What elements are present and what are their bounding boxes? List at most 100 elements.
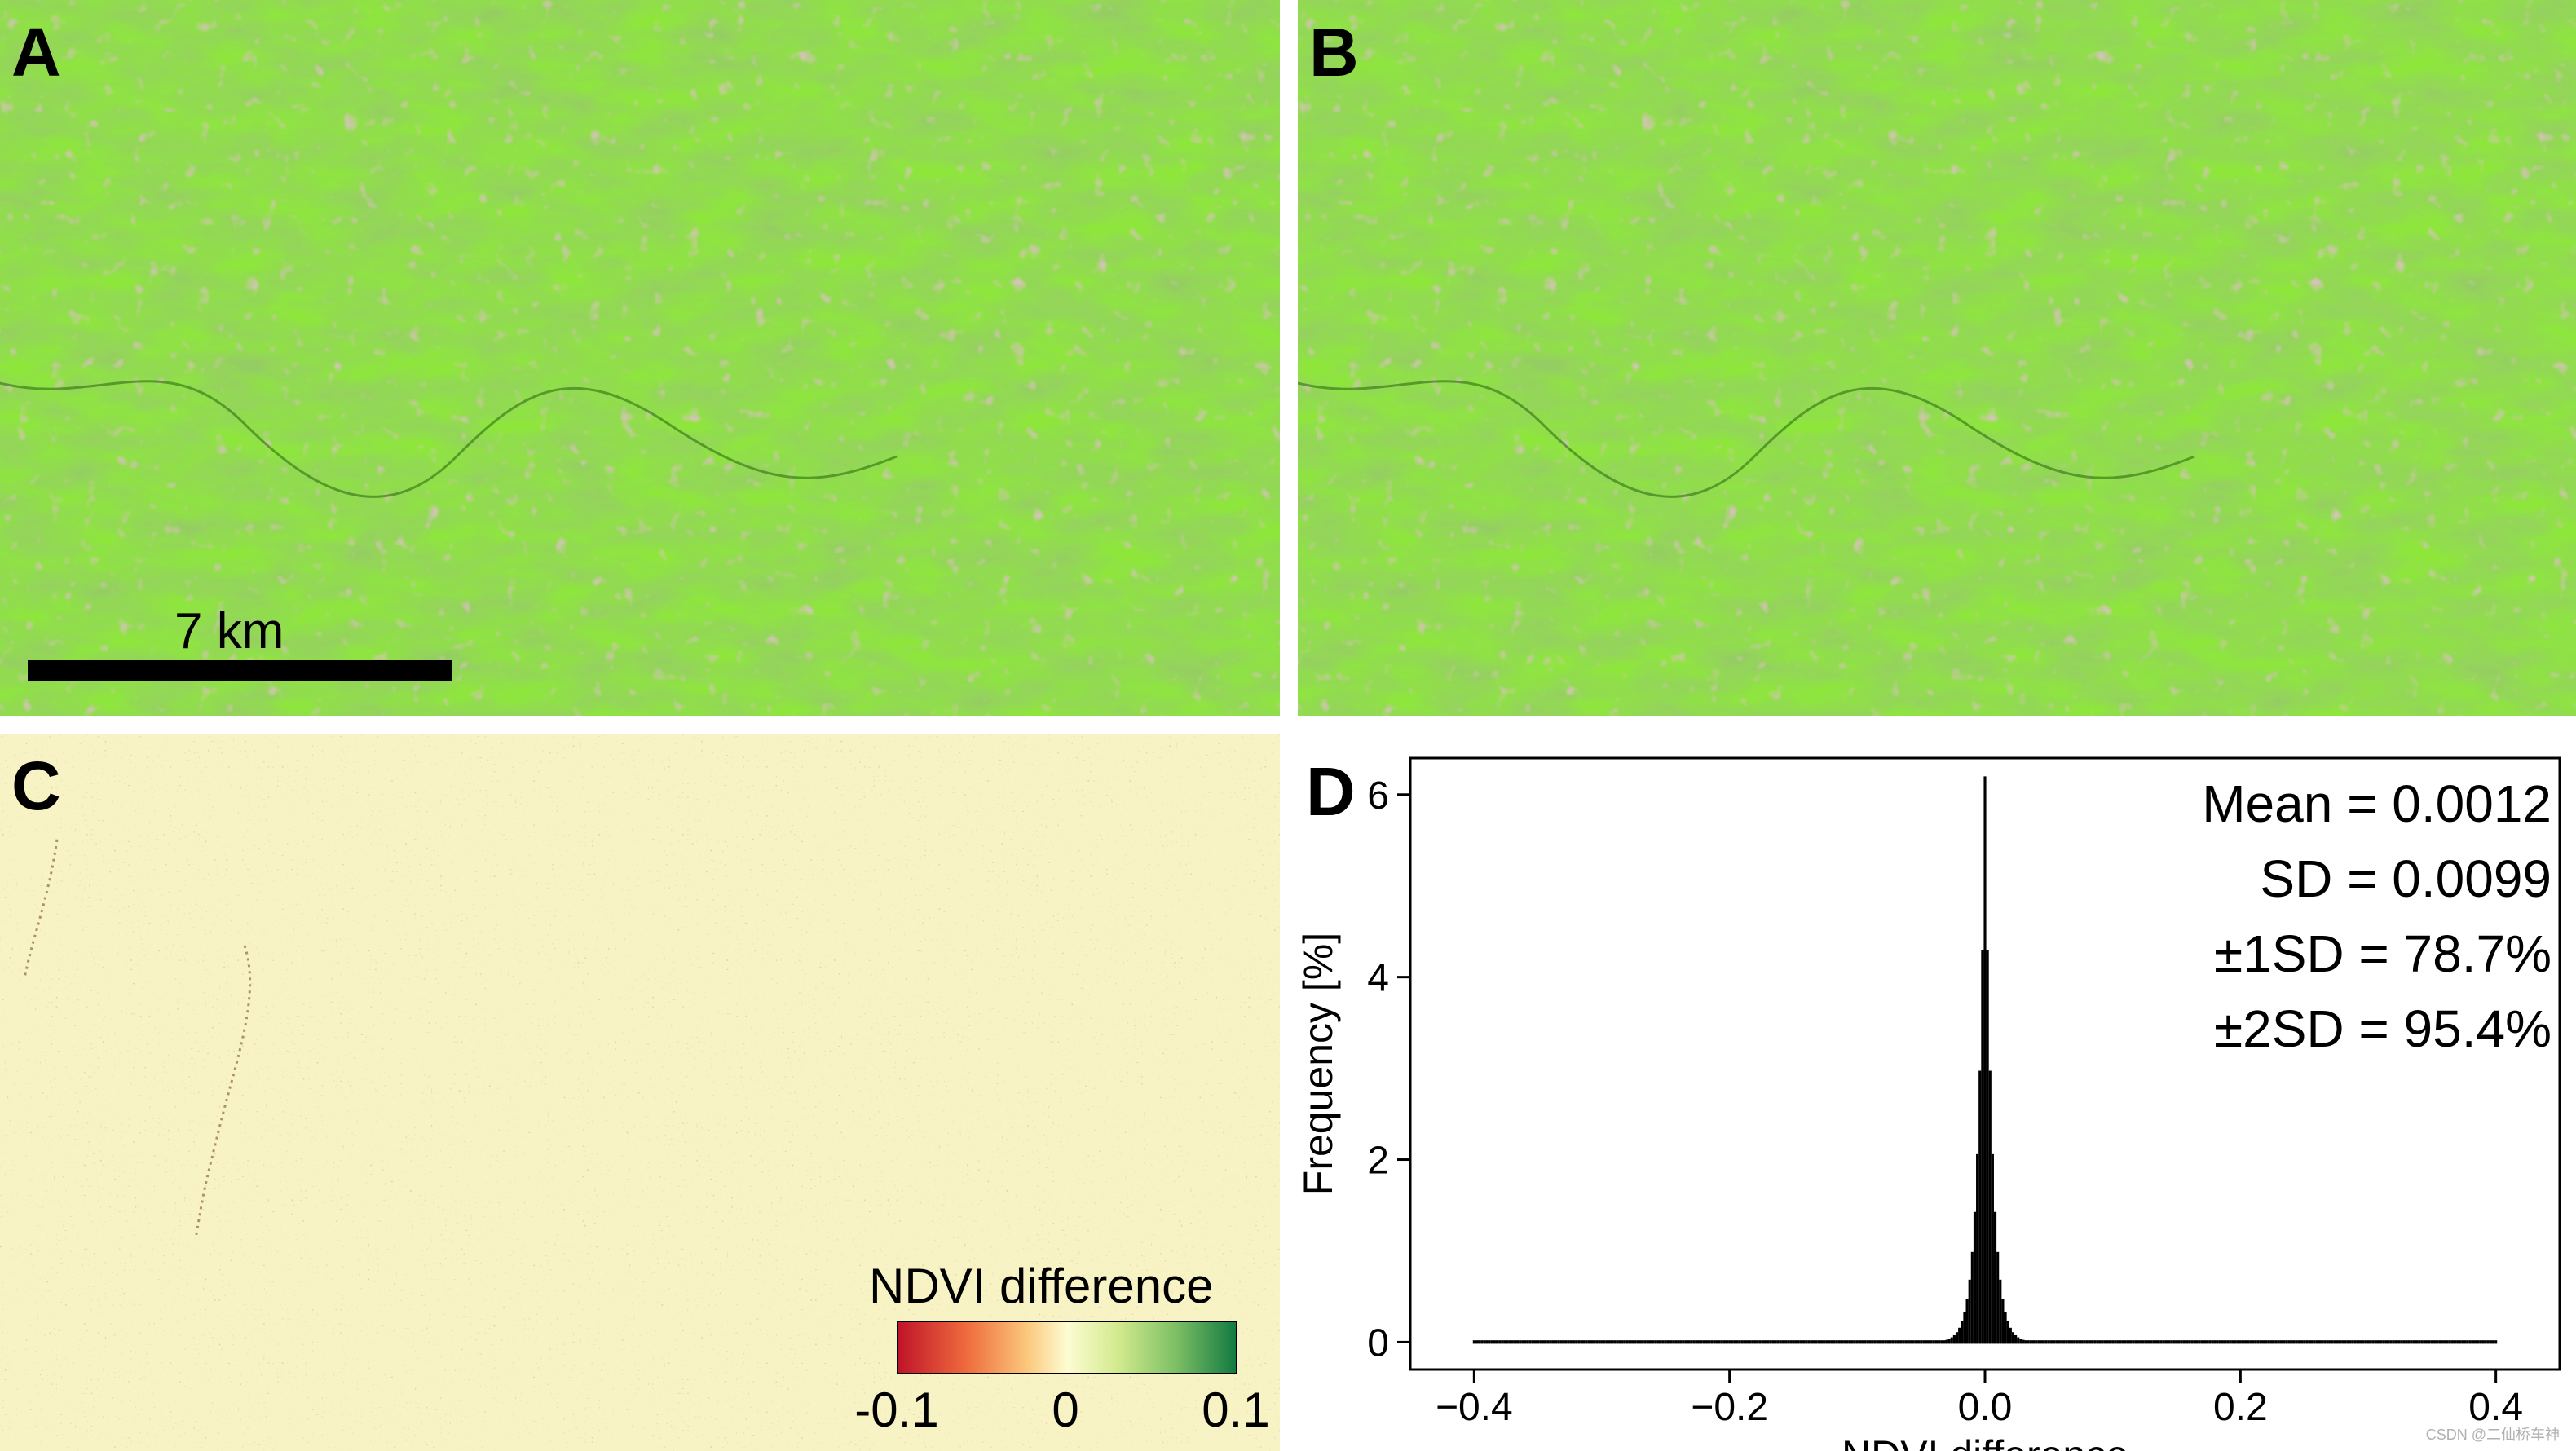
histogram-bar <box>1672 1340 1675 1344</box>
histogram-bar <box>1577 1340 1581 1344</box>
histogram-bar <box>1682 1340 1685 1344</box>
histogram-bar <box>2464 1340 2467 1344</box>
histogram-bar <box>2433 1340 2437 1344</box>
histogram-bar <box>2254 1340 2257 1344</box>
histogram-bar <box>1511 1340 1514 1344</box>
histogram-bar <box>2024 1340 2027 1344</box>
histogram-bar <box>1771 1340 1775 1344</box>
histogram-bar <box>2188 1340 2191 1344</box>
histogram-bar <box>2402 1340 2406 1344</box>
histogram-bar <box>2420 1340 2424 1344</box>
histogram-bar <box>1700 1340 1703 1344</box>
histogram-bar <box>1641 1340 1644 1344</box>
histogram-bar <box>1542 1340 1545 1344</box>
histogram-bar <box>1555 1340 1558 1344</box>
histogram-bar <box>2364 1340 2367 1344</box>
colorbar-tick-min: -0.1 <box>854 1383 939 1437</box>
histogram-bar <box>2093 1340 2097 1344</box>
histogram-bar <box>2168 1340 2171 1344</box>
histogram-bar <box>2164 1340 2168 1344</box>
panel-label-c: C <box>11 748 61 824</box>
histogram-bar <box>1902 1340 1905 1344</box>
histogram-bar <box>1736 1340 1739 1344</box>
histogram-bar <box>1475 1340 1479 1344</box>
histogram-bar <box>1950 1337 1953 1344</box>
histogram-bar <box>1889 1340 1892 1344</box>
histogram-bar <box>1810 1340 1813 1344</box>
histogram-bar <box>2078 1340 2081 1344</box>
histogram-bar <box>1679 1340 1683 1344</box>
histogram-bar <box>2477 1340 2480 1344</box>
histogram-bar <box>2037 1340 2040 1344</box>
histogram-bar <box>1546 1340 1550 1344</box>
histogram-bar <box>1799 1340 1802 1344</box>
histogram-bar <box>1493 1340 1496 1344</box>
histogram-bar <box>2106 1340 2109 1344</box>
histogram-bar <box>2321 1340 2324 1344</box>
histogram-bar <box>2208 1340 2212 1344</box>
histogram-bar <box>1524 1340 1527 1344</box>
histogram-bar <box>1593 1340 1596 1344</box>
histogram-bar <box>2211 1340 2214 1344</box>
histogram-bar <box>1585 1340 1588 1344</box>
histogram-bar <box>2042 1340 2045 1344</box>
stats-line: Mean = 0.0012 <box>2202 774 2552 833</box>
histogram-bar <box>2277 1340 2280 1344</box>
histogram-bar <box>1718 1340 1721 1344</box>
histogram-bar <box>2111 1340 2115 1344</box>
histogram-bar <box>2491 1340 2495 1344</box>
x-axis-label: NDVI difference <box>1842 1432 2128 1451</box>
histogram-bar <box>1623 1340 1626 1344</box>
histogram-bar <box>2366 1340 2370 1344</box>
histogram-bar <box>1776 1340 1780 1344</box>
histogram-bar <box>2170 1340 2173 1344</box>
histogram-bar <box>2203 1340 2207 1344</box>
histogram-bar <box>1763 1340 1767 1344</box>
histogram-bar <box>1646 1340 1649 1344</box>
histogram-bar <box>1590 1340 1594 1344</box>
histogram-bar <box>1965 1299 1969 1344</box>
histogram-bar <box>1961 1321 1964 1344</box>
histogram-bar <box>2206 1340 2209 1344</box>
histogram-bar <box>2380 1340 2383 1344</box>
histogram-bar <box>1519 1340 1522 1344</box>
histogram-bar <box>1528 1340 1532 1344</box>
watermark: CSDN @二仙桥车神 <box>2425 1427 2560 1443</box>
histogram-bar <box>2070 1340 2074 1344</box>
histogram-bar <box>1490 1340 1493 1344</box>
histogram-bar <box>2459 1340 2462 1344</box>
histogram-bar <box>2423 1340 2426 1344</box>
histogram-bar <box>1656 1340 1660 1344</box>
histogram-bar <box>1797 1340 1800 1344</box>
histogram-bar <box>1751 1340 1754 1344</box>
x-axis: −0.4 −0.2 0.0 0.2 0.4 <box>1436 1369 2523 1429</box>
histogram-bar <box>1955 1332 1959 1344</box>
histogram-bar <box>2216 1340 2219 1344</box>
histogram-bar <box>1828 1340 1831 1344</box>
histogram-bar <box>2129 1340 2133 1344</box>
histogram-bar <box>2356 1340 2360 1344</box>
histogram-bar <box>2103 1340 2106 1344</box>
histogram-bar <box>2346 1340 2349 1344</box>
histogram-bar <box>1871 1340 1874 1344</box>
histogram-bar <box>1562 1340 1565 1344</box>
histogram-bar <box>1970 1251 1974 1344</box>
histogram-bar <box>2489 1340 2492 1344</box>
histogram-bar <box>1600 1340 1603 1344</box>
histogram-bar <box>2058 1340 2061 1344</box>
histogram-bar <box>1988 1070 1992 1344</box>
histogram-bar <box>2328 1340 2331 1344</box>
histogram-bar <box>2438 1340 2441 1344</box>
histogram-bar <box>2157 1340 2160 1344</box>
histogram-bar <box>2283 1340 2286 1344</box>
stats-text: Mean = 0.0012 SD = 0.0099 ±1SD = 78.7% ±2SD… <box>2202 774 2552 1058</box>
histogram-bar <box>1708 1340 1711 1344</box>
histogram-bar <box>1621 1340 1624 1344</box>
histogram-bar <box>1758 1340 1762 1344</box>
histogram-bar <box>1932 1340 1935 1344</box>
histogram-bar <box>2226 1340 2230 1344</box>
histogram-bar <box>1899 1340 1903 1344</box>
histogram-bar <box>2494 1340 2498 1344</box>
histogram-bar <box>2234 1340 2237 1344</box>
histogram-bar <box>2410 1340 2413 1344</box>
